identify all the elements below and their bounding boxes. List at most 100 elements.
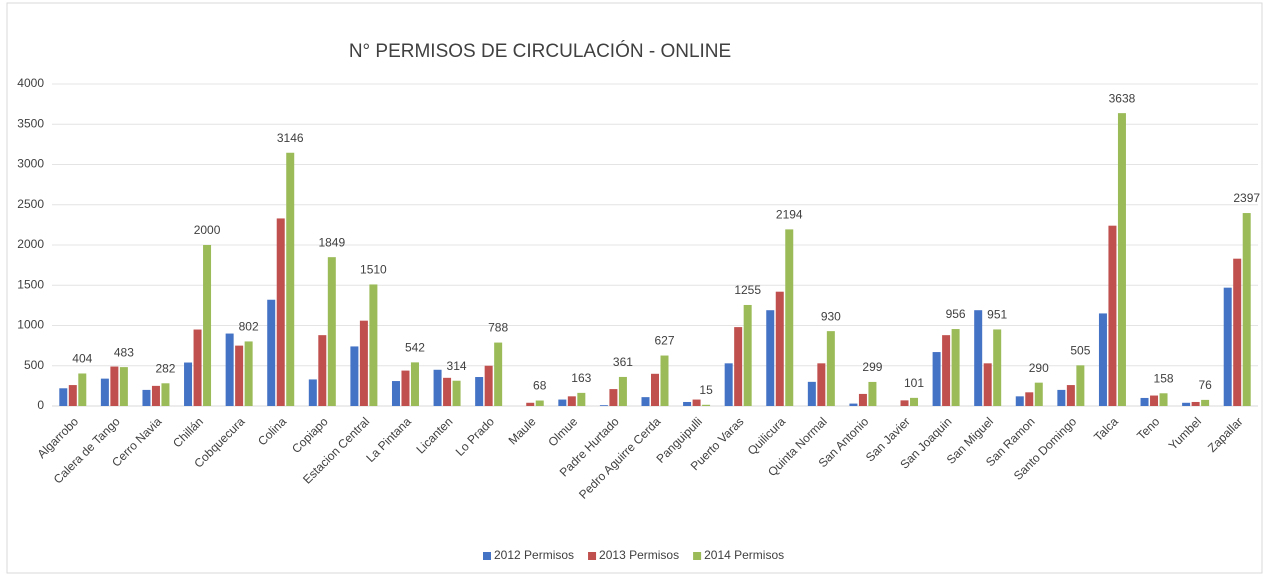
legend-swatch (588, 552, 597, 560)
bar (68, 385, 77, 406)
bar (826, 331, 835, 406)
data-label: 1849 (318, 235, 345, 249)
bar (1223, 287, 1232, 406)
data-label: 68 (533, 379, 547, 393)
bar (244, 341, 253, 406)
bar (225, 333, 234, 406)
data-label: 282 (155, 361, 175, 375)
bar (993, 329, 1002, 406)
bar (1108, 225, 1117, 406)
bar (983, 363, 992, 406)
bar (193, 329, 202, 406)
data-label: 361 (613, 355, 633, 369)
bar (766, 310, 775, 406)
data-label: 2000 (194, 223, 221, 237)
chart-border (6, 2, 1263, 574)
data-label: 163 (571, 371, 591, 385)
bar (401, 370, 410, 406)
bar (286, 152, 295, 406)
bar (567, 396, 576, 406)
data-label: 290 (1029, 361, 1049, 375)
bar (1233, 258, 1242, 406)
bar (807, 381, 816, 406)
bar (350, 346, 359, 406)
bar (609, 389, 618, 406)
bar (142, 389, 151, 406)
data-label: 15 (699, 383, 713, 397)
y-tick-label: 1500 (17, 277, 44, 291)
y-tick-label: 500 (24, 358, 44, 372)
bar (910, 397, 919, 406)
bar (78, 373, 87, 406)
data-label: 505 (1070, 344, 1090, 358)
bar (1066, 385, 1075, 406)
bar (743, 304, 752, 406)
bar (651, 373, 659, 406)
bar (119, 367, 128, 406)
bar (203, 245, 212, 406)
data-label: 2397 (1233, 191, 1260, 205)
data-label: 788 (488, 321, 508, 335)
y-tick-label: 1000 (17, 318, 44, 332)
bar (327, 257, 336, 406)
bar (475, 377, 484, 406)
bar (1117, 113, 1126, 407)
data-label: 299 (862, 360, 882, 374)
bar (359, 320, 368, 406)
bar (1182, 402, 1191, 406)
bar (161, 383, 170, 406)
data-label: 802 (239, 320, 259, 334)
data-label: 542 (405, 341, 425, 355)
bar (308, 379, 317, 406)
y-tick-label: 3000 (17, 157, 44, 171)
bar (1191, 401, 1200, 406)
data-label: 3146 (277, 131, 304, 145)
bar (618, 376, 627, 406)
bar (484, 365, 493, 406)
data-label: 930 (821, 309, 841, 323)
bar (858, 393, 867, 406)
bar (443, 377, 452, 406)
bar (1150, 395, 1159, 406)
bar (817, 363, 826, 406)
data-label: 956 (946, 307, 966, 321)
data-label: 951 (987, 308, 1007, 322)
y-tick-label: 0 (37, 398, 44, 412)
bar (526, 402, 535, 406)
bar (775, 291, 784, 406)
data-label: 1510 (360, 263, 387, 277)
data-label: 1255 (734, 283, 761, 297)
data-label: 483 (114, 345, 134, 359)
bar (276, 218, 285, 406)
bar (59, 388, 68, 406)
data-label: 2194 (776, 208, 803, 222)
bar (1076, 365, 1085, 406)
legend-label: 2013 Permisos (599, 548, 679, 562)
bar (1201, 399, 1210, 406)
bar (951, 329, 960, 406)
bar (1057, 389, 1066, 406)
bar (1242, 213, 1251, 406)
bar (558, 399, 567, 406)
bar (641, 397, 650, 406)
bar (849, 403, 858, 406)
bar (932, 352, 941, 406)
data-label: 627 (654, 334, 674, 348)
bar (724, 363, 733, 406)
bar (494, 342, 503, 406)
legend-swatch (693, 552, 702, 560)
bar (318, 335, 327, 406)
bar (391, 381, 400, 406)
y-tick-label: 3500 (17, 116, 44, 130)
bar (660, 355, 669, 406)
bar (235, 345, 244, 406)
bar (1140, 397, 1149, 406)
data-label: 158 (1154, 371, 1174, 385)
data-label: 101 (904, 376, 924, 390)
bar (1098, 313, 1107, 406)
bar (900, 400, 909, 406)
legend-swatch (483, 552, 491, 560)
legend-label: 2012 Permisos (494, 548, 574, 562)
bar (734, 327, 743, 406)
